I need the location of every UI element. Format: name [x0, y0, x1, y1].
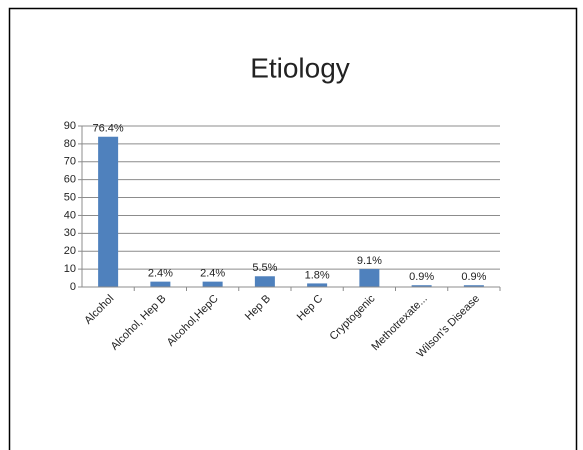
bar	[463, 285, 484, 287]
data-label: 9.1%	[357, 255, 382, 267]
data-label: 76.4%	[93, 123, 124, 135]
x-tick-label: Alcohol,HepC	[165, 293, 221, 349]
bar	[254, 276, 275, 287]
data-label: 5.5%	[252, 262, 277, 274]
data-label: 1.8%	[305, 269, 330, 281]
y-tick-label: 10	[64, 263, 76, 275]
bar	[411, 285, 432, 287]
data-label: 2.4%	[148, 268, 173, 280]
y-tick-label: 50	[64, 191, 76, 203]
bar	[307, 283, 328, 287]
y-tick-label: 70	[64, 156, 76, 168]
bar	[98, 136, 119, 287]
x-tick-label: Methotrexate...	[369, 293, 429, 353]
bar	[202, 281, 223, 287]
y-tick-label: 30	[64, 227, 76, 239]
x-tick-label: Alcohol, Hep B	[109, 293, 169, 353]
bar	[150, 281, 171, 287]
x-tick-label: Cryptogenic	[328, 292, 378, 342]
y-tick-label: 60	[64, 174, 76, 186]
x-tick-label: Hep C	[295, 293, 326, 324]
y-tick-label: 20	[64, 245, 76, 257]
y-tick-label: 0	[70, 281, 76, 293]
data-label: 2.4%	[200, 268, 225, 280]
slide-frame	[8, 7, 578, 450]
y-tick-label: 80	[64, 138, 76, 150]
x-tick-label: Alcohol	[82, 293, 116, 327]
y-tick-label: 90	[64, 120, 76, 132]
x-tick-label: Hep B	[243, 293, 273, 323]
data-label: 0.9%	[409, 271, 434, 283]
bar	[359, 269, 380, 287]
data-label: 0.9%	[461, 271, 486, 283]
chart-title: Etiology	[250, 52, 350, 83]
y-tick-label: 40	[64, 209, 76, 221]
